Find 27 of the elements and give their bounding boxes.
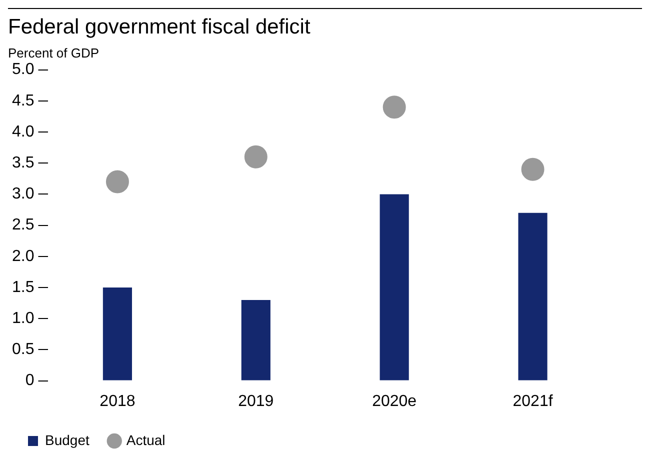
point bbox=[106, 170, 129, 194]
point bbox=[382, 96, 406, 119]
y-tick-label: 1.5 bbox=[12, 278, 34, 296]
y-tick-label: 0.5 bbox=[12, 341, 34, 358]
y-tick-label: 3.5 bbox=[12, 154, 34, 172]
legend-label: Budget bbox=[45, 432, 90, 448]
y-tick-label: 2.5 bbox=[12, 216, 34, 234]
y-tick-label: 4.0 bbox=[12, 123, 34, 140]
x-tick-label: 2019 bbox=[238, 392, 274, 410]
point bbox=[521, 158, 544, 181]
y-tick-label: 2.0 bbox=[12, 248, 34, 265]
point bbox=[244, 145, 268, 168]
bar bbox=[380, 194, 409, 380]
chart-title: Federal government fiscal deficit bbox=[8, 15, 310, 38]
y-tick-label: 1.0 bbox=[12, 310, 34, 328]
x-tick-label: 2021f bbox=[512, 392, 554, 410]
y-tick-label: 0 bbox=[25, 372, 34, 390]
bar bbox=[241, 300, 270, 380]
y-tick-label: 5.0 bbox=[12, 61, 34, 78]
legend-label: Actual bbox=[126, 432, 166, 448]
x-tick-label: 2018 bbox=[100, 392, 136, 410]
x-tick-label: 2020e bbox=[372, 392, 417, 410]
bar bbox=[518, 212, 548, 380]
y-axis-title: Percent of GDP bbox=[8, 46, 100, 61]
bar bbox=[102, 288, 132, 380]
y-tick-label: 4.5 bbox=[12, 92, 34, 110]
y-tick-label: 3.0 bbox=[12, 186, 34, 203]
